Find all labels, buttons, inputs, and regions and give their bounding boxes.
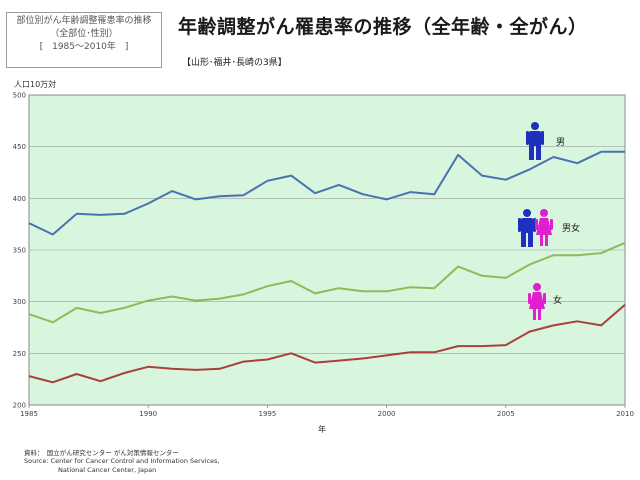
female-icon [535,209,553,246]
y-tick-label: 300 [13,298,26,306]
box-line-1: 部位別がん年齢調整罹患率の推移 [16,16,152,26]
page-subtitle: 【山形･福井･長崎の3県】 [182,58,287,68]
y-tick-label: 250 [13,350,26,358]
y-tick-label: 500 [13,92,26,100]
female-icon [528,283,546,320]
series-line [28,304,626,384]
x-tick-label: 1995 [258,410,276,418]
y-tick-label: 400 [13,195,26,203]
series-label: 女 [553,294,562,306]
x-tick-label: 1985 [20,410,38,418]
y-tick-label: 350 [13,247,26,255]
x-tick-label: 2010 [616,410,634,418]
box-line-2: （全部位･性別） [50,29,118,39]
male-icon [526,122,544,160]
source-line-3: National Cancer Center, Japan [58,466,157,474]
series-line [28,150,625,236]
male-icon [518,209,536,247]
chart-category-box: 部位別がん年齢調整罹患率の推移 （全部位･性別） [ 1985～2010年 ] [6,12,162,68]
y-tick-label: 200 [13,402,26,410]
series-label: 男女 [562,222,580,234]
series-line [28,241,626,324]
y-tick-label: 450 [13,143,26,151]
x-tick-label: 2005 [497,410,515,418]
x-axis-label: 年 [318,425,326,434]
x-tick-label: 2000 [378,410,396,418]
y-axis-label: 人口10万対 [14,80,57,89]
page-title: 年齢調整がん罹患率の推移（全年齢・全がん） [178,16,588,38]
series-label: 男 [556,137,565,148]
source-line-2: Source: Center for Cancer Control and In… [24,457,220,465]
x-tick-label: 1990 [139,410,157,418]
source-line-1: 資料： 国立がん研究センター がん対策情報センター [24,449,179,457]
box-line-3: [ 1985～2010年 ] [39,42,129,52]
